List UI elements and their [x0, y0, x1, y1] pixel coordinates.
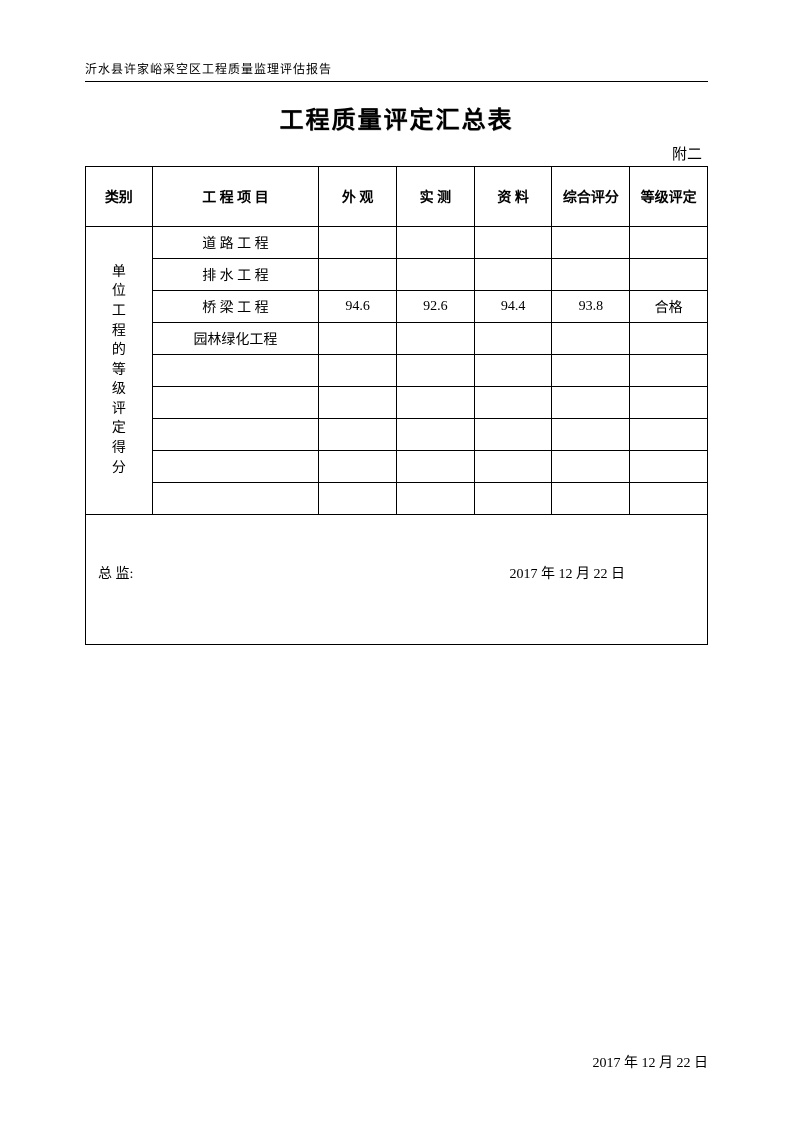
cell: [552, 419, 630, 451]
cell: [474, 323, 552, 355]
cell: [552, 451, 630, 483]
cell: [630, 483, 708, 515]
table-footer-row: 总 监: 2017 年 12 月 22 日: [86, 515, 708, 645]
vertical-category: 单位工程的等级评定得分: [86, 227, 153, 515]
cell: [630, 323, 708, 355]
cell: [319, 451, 397, 483]
cell: [474, 451, 552, 483]
cell: [630, 355, 708, 387]
cell: [474, 355, 552, 387]
cell: [630, 387, 708, 419]
col-grade: 等级评定: [630, 167, 708, 227]
col-appearance: 外 观: [319, 167, 397, 227]
cell: [396, 483, 474, 515]
page-footer-date: 2017 年 12 月 22 日: [593, 1052, 709, 1072]
cell: [552, 323, 630, 355]
cell: [396, 227, 474, 259]
supervisor-label: 总 监:: [98, 563, 133, 583]
cell: [552, 259, 630, 291]
cell: [319, 323, 397, 355]
cell: [396, 387, 474, 419]
col-category: 类别: [86, 167, 153, 227]
cell: [396, 355, 474, 387]
cell: [474, 483, 552, 515]
table-row: 桥 梁 工 程 94.6 92.6 94.4 93.8 合格: [86, 291, 708, 323]
footer-date: 2017 年 12 月 22 日: [510, 563, 696, 583]
cell: [474, 259, 552, 291]
table-row: [86, 387, 708, 419]
cell: [552, 355, 630, 387]
cell-project: 桥 梁 工 程: [152, 291, 319, 323]
cell: 92.6: [396, 291, 474, 323]
table-row: [86, 451, 708, 483]
col-measure: 实 测: [396, 167, 474, 227]
cell-project: 排 水 工 程: [152, 259, 319, 291]
cell: 93.8: [552, 291, 630, 323]
col-material: 资 料: [474, 167, 552, 227]
col-score: 综合评分: [552, 167, 630, 227]
cell: [396, 451, 474, 483]
cell: 94.4: [474, 291, 552, 323]
table-row: [86, 355, 708, 387]
cell: [630, 451, 708, 483]
table-row: 单位工程的等级评定得分 道 路 工 程: [86, 227, 708, 259]
annex-label: 附二: [85, 143, 708, 164]
table-row: 园林绿化工程: [86, 323, 708, 355]
cell-project: [152, 355, 319, 387]
cell: [319, 227, 397, 259]
cell: [552, 483, 630, 515]
cell: [630, 419, 708, 451]
cell-project: [152, 387, 319, 419]
doc-header: 沂水县许家峪采空区工程质量监理评估报告: [85, 60, 708, 82]
cell: [396, 259, 474, 291]
cell: [474, 419, 552, 451]
cell: 94.6: [319, 291, 397, 323]
cell-project: [152, 419, 319, 451]
cell: [319, 483, 397, 515]
cell: [630, 259, 708, 291]
table-row: [86, 483, 708, 515]
cell: [552, 387, 630, 419]
cell: [319, 259, 397, 291]
cell: 合格: [630, 291, 708, 323]
summary-table: 类别 工 程 项 目 外 观 实 测 资 料 综合评分 等级评定 单位工程的等级…: [85, 166, 708, 645]
cell: [474, 227, 552, 259]
table-row: [86, 419, 708, 451]
cell: [396, 419, 474, 451]
cell-project: [152, 451, 319, 483]
cell-project: 园林绿化工程: [152, 323, 319, 355]
cell: [552, 227, 630, 259]
table-row: 排 水 工 程: [86, 259, 708, 291]
col-project: 工 程 项 目: [152, 167, 319, 227]
page-title: 工程质量评定汇总表: [85, 100, 708, 135]
cell: [319, 355, 397, 387]
cell-project: [152, 483, 319, 515]
cell: [319, 419, 397, 451]
vertical-label: 单位工程的等级评定得分: [112, 263, 126, 479]
table-header-row: 类别 工 程 项 目 外 观 实 测 资 料 综合评分 等级评定: [86, 167, 708, 227]
cell: [396, 323, 474, 355]
signature-cell: 总 监: 2017 年 12 月 22 日: [86, 515, 708, 645]
cell: [319, 387, 397, 419]
cell: [630, 227, 708, 259]
cell-project: 道 路 工 程: [152, 227, 319, 259]
cell: [474, 387, 552, 419]
